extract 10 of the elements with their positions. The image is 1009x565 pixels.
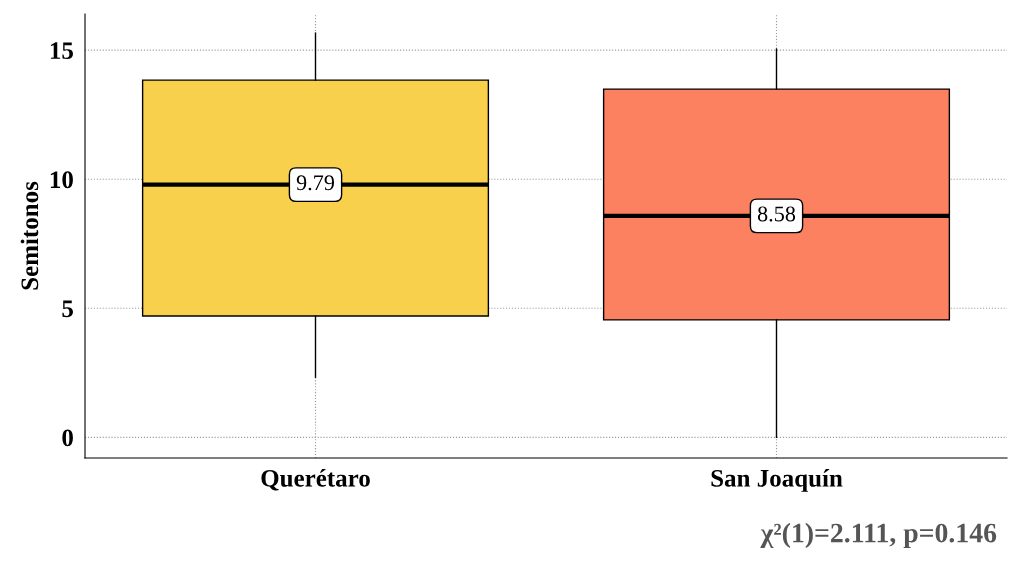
y-tick-label: 5 xyxy=(62,300,73,318)
y-tick-label: 15 xyxy=(50,42,73,60)
y-tick-label: 0 xyxy=(62,429,73,447)
x-tick-label: Querétaro xyxy=(261,469,370,491)
text: χ²(1)=2.111, p=0.146 xyxy=(760,522,997,549)
y-axis-title: Semitonos xyxy=(20,181,39,290)
text: 9.79 xyxy=(296,175,335,191)
text: 8.58 xyxy=(757,206,796,222)
x-tick-label: San Joaquín xyxy=(711,469,843,492)
y-tick-label: 10 xyxy=(50,171,73,189)
